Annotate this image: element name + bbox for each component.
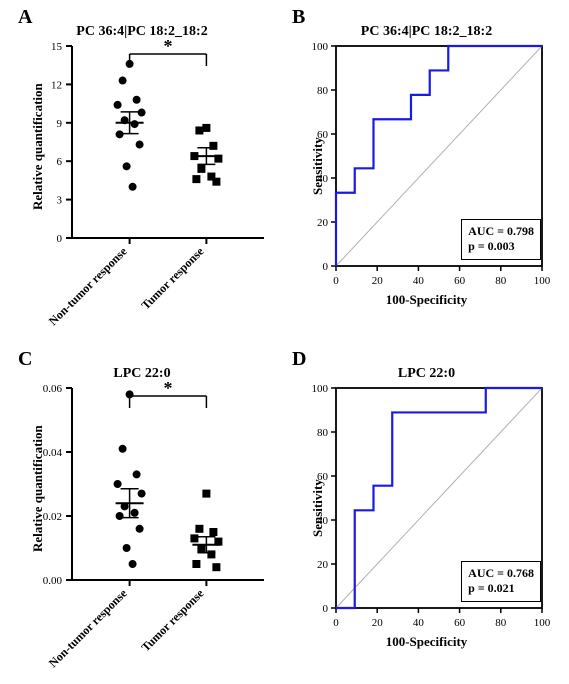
svg-text:60: 60: [454, 275, 466, 287]
svg-text:100: 100: [534, 617, 551, 629]
svg-text:Tumor response: Tumor response: [139, 244, 207, 312]
svg-text:100: 100: [312, 41, 329, 53]
svg-text:80: 80: [317, 427, 329, 439]
panel-a-title: PC 36:4|PC 18:2_18:2: [0, 24, 284, 40]
figure-root: A PC 36:4|PC 18:2_18:2 Relative quantifi…: [0, 0, 569, 684]
svg-text:40: 40: [413, 275, 425, 287]
svg-text:60: 60: [454, 617, 466, 629]
svg-text:0.00: 0.00: [43, 575, 63, 587]
svg-text:80: 80: [495, 617, 507, 629]
panel-b-stats: AUC = 0.798 p = 0.003: [461, 219, 541, 260]
svg-text:100: 100: [312, 383, 329, 395]
svg-text:3: 3: [57, 195, 63, 207]
panel-a: A PC 36:4|PC 18:2_18:2 Relative quantifi…: [0, 0, 284, 342]
panel-d-p: p = 0.021: [468, 581, 534, 597]
svg-text:0: 0: [333, 617, 339, 629]
panel-b-svg: 020406080100020406080100: [284, 0, 569, 342]
svg-text:80: 80: [495, 275, 507, 287]
panel-b: B PC 36:4|PC 18:2_18:2 Sensitivity 100-S…: [284, 0, 569, 342]
svg-text:6: 6: [57, 156, 63, 168]
svg-text:20: 20: [372, 617, 384, 629]
panel-c-title: LPC 22:0: [0, 366, 284, 382]
panel-d-auc: AUC = 0.768: [468, 566, 534, 582]
svg-text:20: 20: [372, 275, 384, 287]
panel-d-xlabel: 100-Specificity: [284, 634, 569, 650]
panel-b-auc: AUC = 0.798: [468, 224, 534, 240]
svg-text:Non-tumor response: Non-tumor response: [46, 586, 130, 670]
svg-text:Tumor response: Tumor response: [139, 586, 207, 654]
svg-text:80: 80: [317, 85, 329, 97]
svg-text:15: 15: [51, 41, 63, 53]
panel-c-ylabel: Relative quantification: [30, 425, 46, 552]
svg-text:0: 0: [323, 261, 329, 273]
svg-text:100: 100: [534, 275, 551, 287]
panel-b-p: p = 0.003: [468, 239, 534, 255]
panel-d-svg: 020406080100020406080100: [284, 342, 569, 684]
panel-b-ylabel: Sensitivity: [310, 137, 326, 195]
panel-b-xlabel: 100-Specificity: [284, 292, 569, 308]
panel-d-title: LPC 22:0: [284, 366, 569, 382]
svg-text:12: 12: [51, 79, 62, 91]
svg-text:0: 0: [57, 233, 63, 245]
panel-d: D LPC 22:0 Sensitivity 100-Specificity A…: [284, 342, 569, 684]
panel-d-stats: AUC = 0.768 p = 0.021: [461, 561, 541, 602]
panel-b-title: PC 36:4|PC 18:2_18:2: [284, 24, 569, 40]
svg-text:9: 9: [57, 118, 63, 130]
svg-text:20: 20: [317, 217, 329, 229]
svg-text:0: 0: [333, 275, 339, 287]
panel-a-ylabel: Relative quantification: [30, 83, 46, 210]
panel-c: C LPC 22:0 Relative quantification 0.000…: [0, 342, 284, 684]
svg-text:40: 40: [413, 617, 425, 629]
svg-text:0.06: 0.06: [43, 383, 63, 395]
panel-d-ylabel: Sensitivity: [310, 479, 326, 537]
svg-text:Non-tumor response: Non-tumor response: [46, 244, 130, 328]
svg-text:20: 20: [317, 559, 329, 571]
svg-text:0: 0: [323, 603, 329, 615]
